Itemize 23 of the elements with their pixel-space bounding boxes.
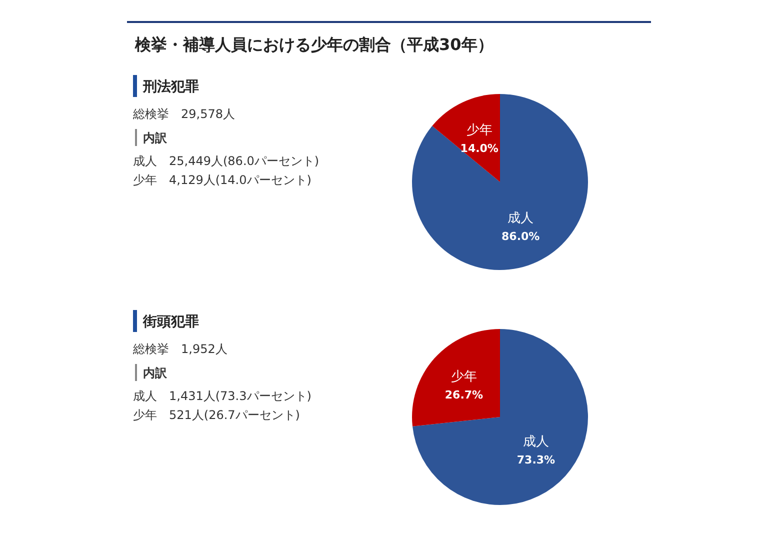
text: 総検挙 29,578人: [132, 107, 235, 121]
text: 内訳: [143, 131, 168, 145]
pie-slice: [412, 329, 588, 505]
pie-slice: [412, 329, 500, 426]
slice-label: 成人: [508, 210, 534, 226]
text: 成人 25,449人(86.0パーセント): [133, 154, 320, 168]
data-label: 73.3%: [516, 453, 556, 466]
text: 検挙・補導人員における少年の割合（平成30年）: [134, 35, 494, 54]
text: 街頭犯罪: [142, 314, 199, 330]
slice-label: 少年: [466, 123, 492, 138]
data-label: 14.0%: [460, 142, 498, 156]
text: 少年 4,129人(14.0パーセント): [133, 173, 312, 187]
pie-slice: [432, 94, 500, 182]
text: 総検挙 1,952人: [132, 342, 228, 356]
text: 内訳: [143, 366, 168, 380]
text: 成人 1,431人(73.3パーセント): [133, 389, 312, 403]
text: 少年 521人(26.7パーセント): [133, 408, 300, 422]
data-label: 86.0%: [502, 230, 540, 243]
pie-slice: [412, 94, 588, 270]
slice-label: 少年: [451, 370, 477, 385]
slice-label: 成人: [523, 434, 549, 450]
data-label: 26.7%: [444, 388, 484, 402]
text: 刑法犯罪: [142, 79, 199, 95]
